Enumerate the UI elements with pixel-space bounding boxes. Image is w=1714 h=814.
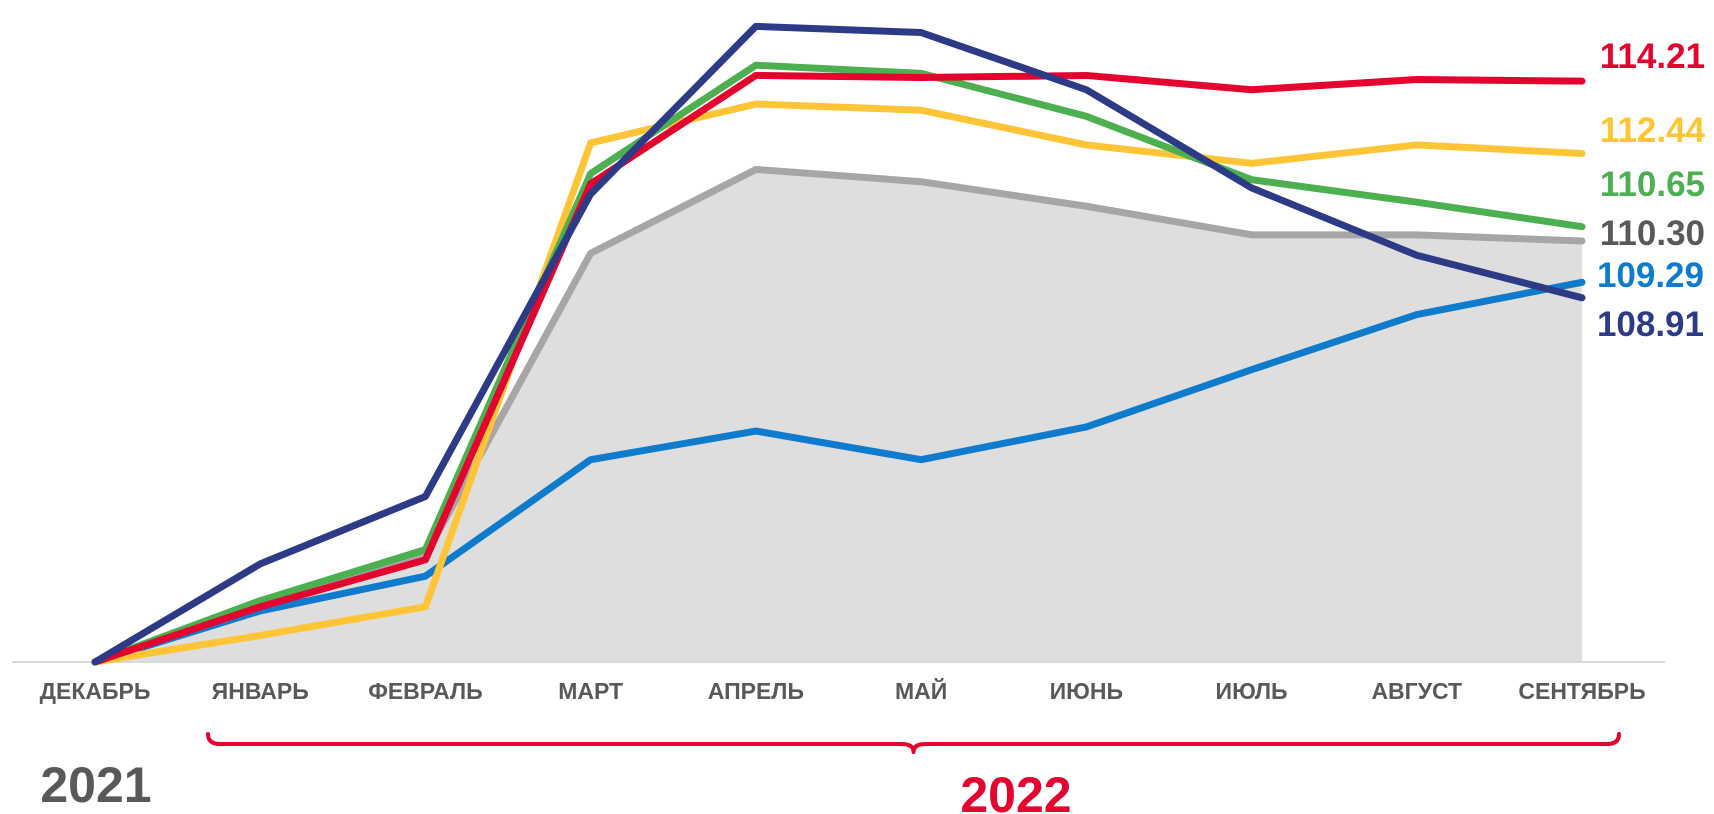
x-tick-label: АПРЕЛЬ: [708, 678, 804, 704]
end-value-label: 110.30: [1600, 214, 1705, 253]
x-tick-label: СЕНТЯБРЬ: [1518, 678, 1645, 704]
series-lines: [91, 22, 1586, 666]
x-tick-label: ЯНВАРЬ: [212, 678, 309, 704]
area-fill: [95, 169, 1582, 663]
x-tick-label: ИЮНЬ: [1050, 678, 1123, 704]
series-line-1: [91, 278, 1586, 666]
end-value-label: 109.29: [1597, 256, 1704, 295]
end-value-label: 110.65: [1600, 165, 1705, 204]
x-tick-label: ДЕКАБРЬ: [40, 678, 151, 704]
series-line-4: [91, 71, 1586, 666]
year-2022-bracket: [206, 732, 1621, 754]
series-line-5: [91, 22, 1586, 666]
end-value-label: 114.21: [1600, 37, 1705, 76]
x-tick-label: МАЙ: [895, 677, 947, 704]
series-line-2: [91, 100, 1586, 666]
year-label-2021: 2021: [40, 757, 151, 813]
x-tick-labels: ДЕКАБРЬ ЯНВАРЬ ФЕВРАЛЬ МАРТ АПРЕЛЬ МАЙ ИЮНЬ ИЮЛ…: [40, 677, 1646, 704]
area-layer: [95, 169, 1582, 663]
x-tick-label: АВГУСТ: [1371, 678, 1462, 704]
end-value-label: 108.91: [1597, 305, 1704, 344]
series-line-3: [91, 61, 1586, 666]
end-value-label: 112.44: [1600, 111, 1706, 150]
x-tick-label: ФЕВРАЛЬ: [368, 678, 482, 704]
x-tick-label: МАРТ: [558, 678, 623, 704]
x-tick-label: ИЮЛЬ: [1216, 678, 1288, 704]
year-label-2022: 2022: [960, 767, 1071, 814]
